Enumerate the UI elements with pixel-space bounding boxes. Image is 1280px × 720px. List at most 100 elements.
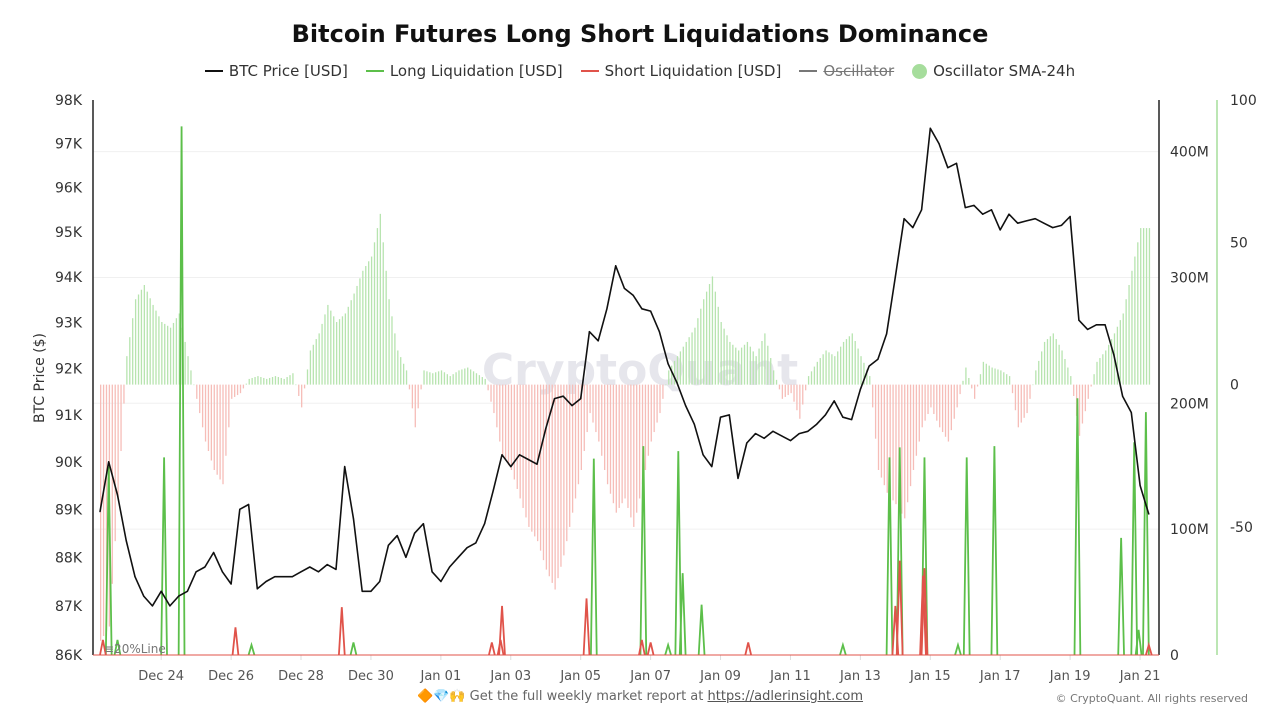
x-tick-label: Jan 13 (839, 669, 881, 684)
oscillator-bar (528, 384, 530, 527)
y-oscillator-tick-label: 50 (1230, 235, 1248, 251)
btc-price-point (396, 535, 398, 537)
oscillator-bar (414, 384, 416, 428)
oscillator-bar (280, 377, 282, 385)
btc-price-point (1017, 222, 1019, 224)
footer-text: Get the full weekly market report at (469, 689, 704, 704)
oscillator-bar (828, 352, 830, 385)
btc-price-point (955, 162, 958, 164)
oscillator-bar (1029, 384, 1031, 399)
btc-price-point (824, 414, 827, 416)
oscillator-bar (411, 384, 414, 409)
oscillator-bar (513, 384, 515, 480)
btc-price-point (370, 590, 372, 592)
oscillator-bar (199, 384, 201, 414)
oscillator-bar (408, 384, 411, 390)
oscillator-bar (362, 270, 364, 385)
btc-price-point (204, 566, 206, 568)
oscillator-bar (848, 336, 851, 385)
oscillator-bar (819, 358, 821, 385)
footer-link[interactable]: https://adlerinsight.com (707, 689, 864, 704)
oscillator-bar (979, 374, 982, 385)
oscillator-bar (266, 378, 268, 385)
btc-price-point (99, 511, 101, 513)
oscillator-bar (420, 384, 422, 390)
oscillator-bar (851, 333, 853, 385)
oscillator-bar (735, 347, 737, 385)
x-tick-label: Jan 07 (629, 669, 671, 684)
short-liquidation-spike (895, 560, 904, 656)
oscillator-bar (201, 384, 204, 428)
btc-price-point (763, 437, 765, 439)
oscillator-bar (959, 384, 961, 395)
legend-item-oscillator-sma[interactable]: Oscillator SMA-24h (912, 62, 1075, 80)
oscillator-bar (676, 356, 679, 385)
oscillator-bar (985, 363, 987, 385)
oscillator-bar (347, 306, 349, 385)
oscillator-bar (507, 384, 510, 466)
oscillator-bar (644, 384, 647, 470)
long-liquidation-spike (885, 457, 894, 656)
oscillator-bar (338, 319, 341, 385)
oscillator-bar (1087, 384, 1089, 399)
oscillator-bar (114, 384, 116, 542)
oscillator-bar (621, 384, 623, 504)
btc-price-point (1087, 328, 1089, 330)
oscillator-bar (402, 363, 405, 385)
oscillator-bar (807, 376, 810, 385)
short-liquidation-spike (646, 642, 655, 656)
oscillator-bar (353, 293, 355, 385)
legend-item-short[interactable]: Short Liquidation [USD] (580, 62, 782, 80)
oscillator-bar (842, 341, 845, 385)
oscillator-bar (883, 384, 885, 486)
oscillator-bar (245, 383, 247, 385)
oscillator-bar (193, 384, 195, 386)
oscillator-bar (1061, 350, 1063, 385)
oscillator-bar (624, 384, 626, 499)
oscillator-bar (729, 341, 731, 385)
oscillator-bar (665, 384, 667, 386)
oscillator-bar (563, 384, 565, 556)
x-tick-label: Jan 21 (1119, 669, 1161, 684)
oscillator-bar (746, 341, 749, 385)
btc-price-point (501, 454, 503, 456)
legend-item-long[interactable]: Long Liquidation [USD] (365, 62, 563, 80)
y-oscillator-tick-label: -50 (1230, 520, 1253, 536)
legend-item-price[interactable]: BTC Price [USD] (204, 62, 348, 80)
oscillator-bar (190, 370, 192, 385)
oscillator-bar (988, 365, 990, 385)
oscillator-bar (749, 346, 751, 385)
line-swatch-icon (204, 70, 223, 72)
legend-label: Short Liquidation [USD] (604, 62, 782, 80)
btc-price-point (116, 494, 119, 496)
btc-price-point (816, 423, 818, 425)
oscillator-bar (379, 213, 381, 385)
oscillator-bar (822, 354, 824, 385)
oscillator-bar (860, 356, 862, 385)
copyright: © CryptoQuant. All rights reserved (1055, 692, 1248, 705)
oscillator-bar (909, 384, 912, 487)
y-left-tick-label: 89K (55, 502, 83, 518)
oscillator-bar (129, 337, 131, 385)
footer: 🔶💎🙌 Get the full weekly market report at… (0, 689, 1280, 704)
btc-price-point (711, 465, 713, 468)
oscillator-bar (207, 384, 210, 452)
oscillator-bar (382, 242, 384, 385)
legend-item-oscillator[interactable]: Oscillator (799, 62, 894, 80)
oscillator-bar (1032, 384, 1034, 386)
oscillator-bar (481, 377, 483, 385)
oscillator-bar (971, 384, 973, 389)
oscillator-bar (726, 335, 728, 385)
btc-price-point (658, 331, 660, 333)
oscillator-bar (723, 328, 725, 385)
oscillator-bar (708, 284, 711, 385)
btc-price-point (134, 576, 136, 578)
reference-line-label: ≡20%Line (104, 642, 166, 656)
oscillator-bar (368, 261, 370, 385)
btc-price-point (143, 595, 145, 597)
btc-price-point (1078, 319, 1080, 321)
oscillator-bar (216, 384, 218, 475)
btc-price-point (274, 576, 276, 578)
btc-price-point (1060, 224, 1062, 226)
btc-price-point (798, 432, 800, 435)
